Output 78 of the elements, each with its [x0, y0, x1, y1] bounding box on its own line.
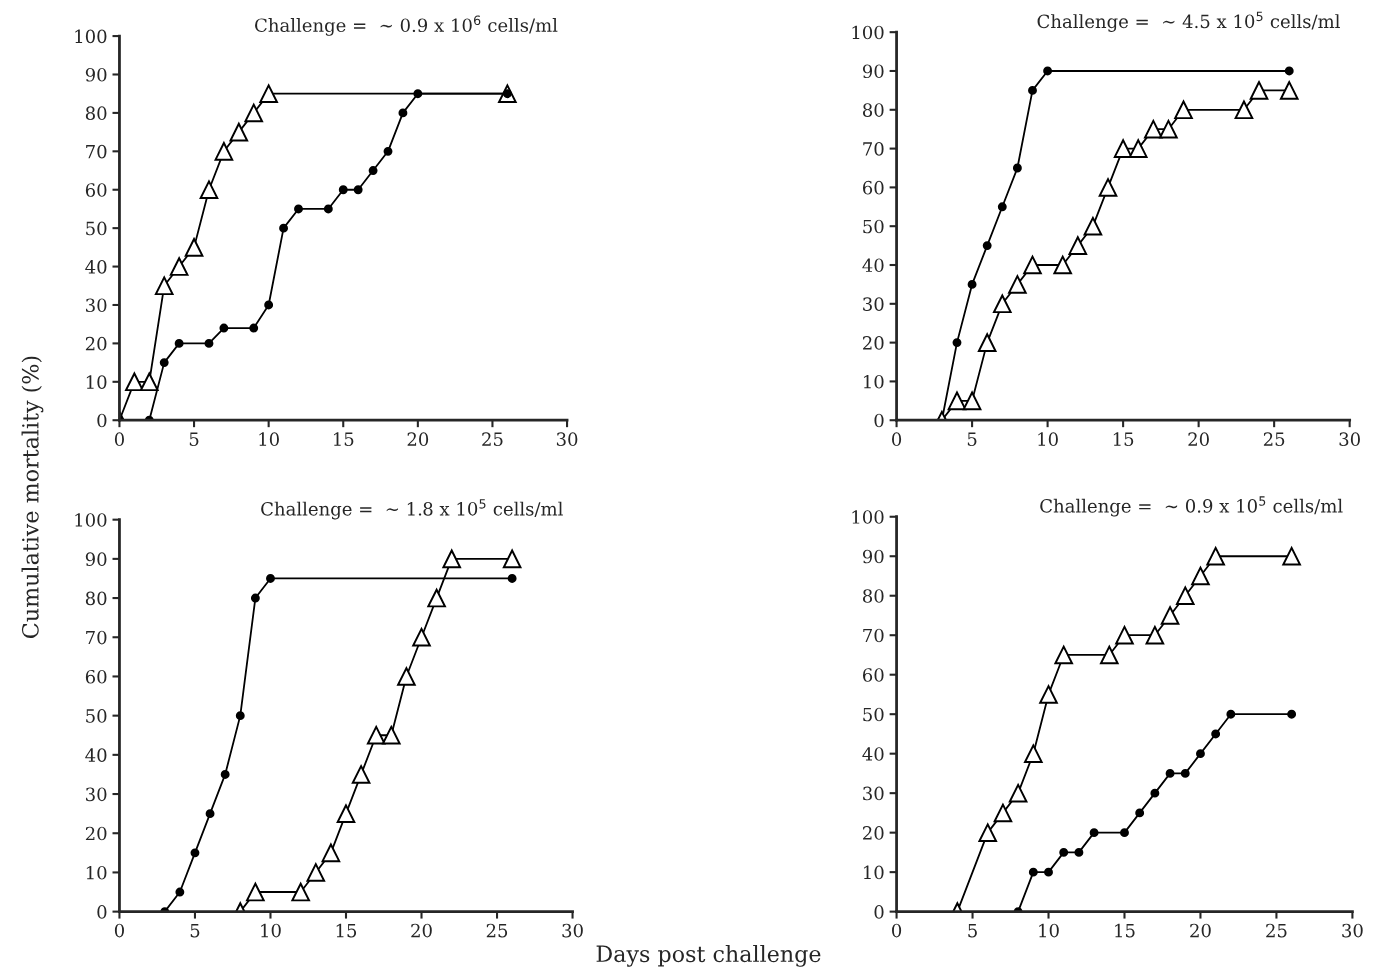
y-tick-label: 10 [863, 374, 884, 389]
x-tick-label: 10 [261, 923, 281, 938]
x-tick-label: 30 [1339, 432, 1360, 447]
y-tick-label: 10 [86, 865, 107, 880]
y-tick-label: 60 [863, 180, 884, 195]
y-tick-label: 0 [97, 413, 107, 428]
x-tick-label: 5 [190, 923, 200, 938]
y-axis-title: Cumulative mortality (%) [21, 356, 44, 638]
y-tick-label: 40 [862, 747, 884, 761]
x-tick-label: 20 [411, 923, 432, 938]
y-tick-label: 10 [86, 375, 107, 389]
y-tick-label: 0 [874, 905, 884, 919]
x-tick-label: 10 [1039, 923, 1059, 938]
y-tick-label: 100 [75, 513, 107, 527]
y-tick-label: 40 [85, 748, 107, 762]
y-tick-label: 80 [85, 106, 107, 121]
y-tick-label: 90 [862, 64, 884, 79]
x-tick-label: 20 [1188, 432, 1209, 447]
y-tick-label: 80 [85, 591, 107, 606]
x-tick-label: 25 [482, 432, 503, 447]
y-tick-label: 60 [85, 669, 107, 684]
y-tick-label: 70 [863, 628, 884, 643]
y-tick-label: 60 [863, 668, 884, 682]
y-tick-label: 30 [863, 786, 884, 801]
x-tick-label: 25 [1263, 432, 1285, 447]
chart-title: Challenge = ∼ 0.9 x 10$^{6}$ cells/ml [255, 15, 558, 36]
y-tick-label: 20 [85, 336, 107, 351]
x-axis-title: Days post challenge [596, 944, 821, 967]
y-tick-label: 100 [75, 29, 107, 44]
x-tick-label: 30 [1342, 923, 1363, 938]
x-tick-label: 15 [333, 432, 354, 447]
x-tick-label: 5 [189, 432, 199, 447]
y-tick-label: 70 [86, 144, 107, 159]
y-tick-label: 90 [862, 549, 884, 564]
chart-title: Challenge = ∼ 1.8 x 10$^{5}$ cells/ml [261, 499, 563, 520]
x-tick-label: 20 [1190, 923, 1211, 938]
x-tick-label: 25 [486, 923, 508, 938]
y-tick-label: 50 [863, 707, 884, 722]
x-tick-label: 15 [336, 923, 357, 938]
y-tick-label: 0 [97, 905, 107, 919]
x-tick-label: 0 [114, 432, 124, 447]
y-tick-label: 20 [85, 826, 107, 841]
y-tick-label: 100 [852, 510, 884, 524]
y-tick-label: 30 [86, 298, 107, 313]
y-tick-label: 20 [863, 336, 884, 350]
x-tick-label: 5 [968, 923, 977, 938]
y-tick-label: 90 [85, 67, 107, 82]
x-tick-label: 15 [1113, 432, 1134, 447]
y-tick-label: 10 [863, 865, 884, 880]
y-tick-label: 0 [874, 413, 884, 428]
y-tick-label: 80 [863, 589, 884, 603]
x-tick-label: 10 [259, 432, 279, 447]
y-tick-label: 100 [852, 25, 884, 40]
y-tick-label: 50 [863, 219, 884, 234]
y-tick-label: 50 [86, 221, 107, 236]
y-tick-label: 70 [863, 142, 884, 156]
x-tick-label: 0 [114, 923, 124, 938]
x-tick-label: 0 [892, 432, 902, 447]
x-tick-label: 30 [562, 923, 583, 938]
y-tick-label: 80 [863, 103, 884, 117]
y-tick-label: 30 [863, 297, 884, 311]
y-tick-label: 70 [86, 630, 107, 645]
x-tick-label: 20 [407, 432, 429, 447]
x-tick-label: 0 [892, 923, 902, 938]
y-tick-label: 90 [85, 552, 107, 566]
y-tick-label: 40 [862, 258, 884, 273]
y-tick-label: 20 [863, 826, 884, 840]
chart-title: Challenge = ∼ 4.5 x 10$^{5}$ cells/ml [1037, 11, 1340, 32]
x-tick-label: 30 [556, 432, 578, 447]
y-tick-label: 30 [86, 787, 107, 802]
y-tick-label: 50 [86, 709, 107, 723]
y-tick-label: 40 [85, 260, 107, 274]
chart-title: Challenge = ∼ 0.9 x 10$^{5}$ cells/ml [1040, 496, 1343, 517]
x-tick-label: 15 [1115, 923, 1135, 938]
y-tick-label: 60 [85, 183, 107, 197]
x-tick-label: 25 [1266, 923, 1287, 938]
x-tick-label: 10 [1038, 432, 1058, 447]
x-tick-label: 5 [967, 432, 977, 447]
